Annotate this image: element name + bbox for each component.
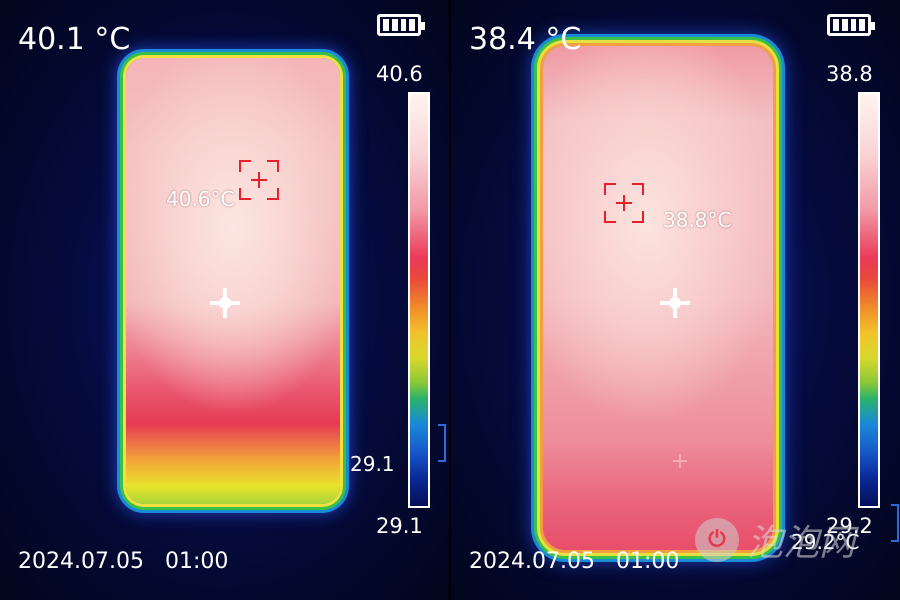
phone-thermal-image bbox=[126, 58, 340, 504]
faint-crosshair-icon bbox=[673, 454, 687, 468]
max-spot-label: 38.8°C bbox=[663, 208, 732, 232]
thermal-panel-left: 40.1 °C 40.6 29.1 29.1 40.6°C 2024.07.05… bbox=[0, 0, 449, 600]
timestamp: 2024.07.05 01:00 bbox=[18, 549, 229, 574]
pcpop-logo-icon: ⏻ bbox=[695, 518, 739, 562]
range-marker-value: 29.2°C bbox=[791, 530, 860, 554]
color-scale-bar bbox=[408, 92, 430, 508]
range-bracket-icon bbox=[438, 424, 446, 462]
battery-full-icon bbox=[827, 14, 875, 36]
phone-thermal-image bbox=[543, 46, 773, 550]
range-bracket-icon bbox=[891, 504, 899, 542]
center-crosshair-icon bbox=[210, 288, 240, 318]
thermal-panel-right: 38.4 °C 38.8 29.2 29.2°C 38.8°C 2024.07.… bbox=[451, 0, 900, 600]
max-temp-target-icon bbox=[239, 160, 279, 200]
max-spot-label: 40.6°C bbox=[166, 187, 235, 211]
center-temperature: 38.4 °C bbox=[469, 22, 582, 57]
range-marker-value: 29.1 bbox=[350, 452, 395, 476]
watermark: ⏻ 泡泡网 bbox=[695, 516, 895, 564]
center-crosshair-icon bbox=[660, 288, 690, 318]
scale-max-value: 38.8 bbox=[826, 62, 873, 86]
battery-full-icon bbox=[377, 14, 425, 36]
scale-min-value: 29.1 bbox=[376, 514, 423, 538]
color-scale-bar bbox=[858, 92, 880, 508]
timestamp: 2024.07.05 01:00 bbox=[469, 549, 680, 574]
max-temp-target-icon bbox=[604, 183, 644, 223]
scale-min-value: 29.2 bbox=[826, 514, 873, 538]
watermark-text: 泡泡网 bbox=[747, 523, 856, 564]
center-temperature: 40.1 °C bbox=[18, 22, 131, 57]
scale-max-value: 40.6 bbox=[376, 62, 423, 86]
logo-glyph: ⏻ bbox=[708, 527, 726, 552]
